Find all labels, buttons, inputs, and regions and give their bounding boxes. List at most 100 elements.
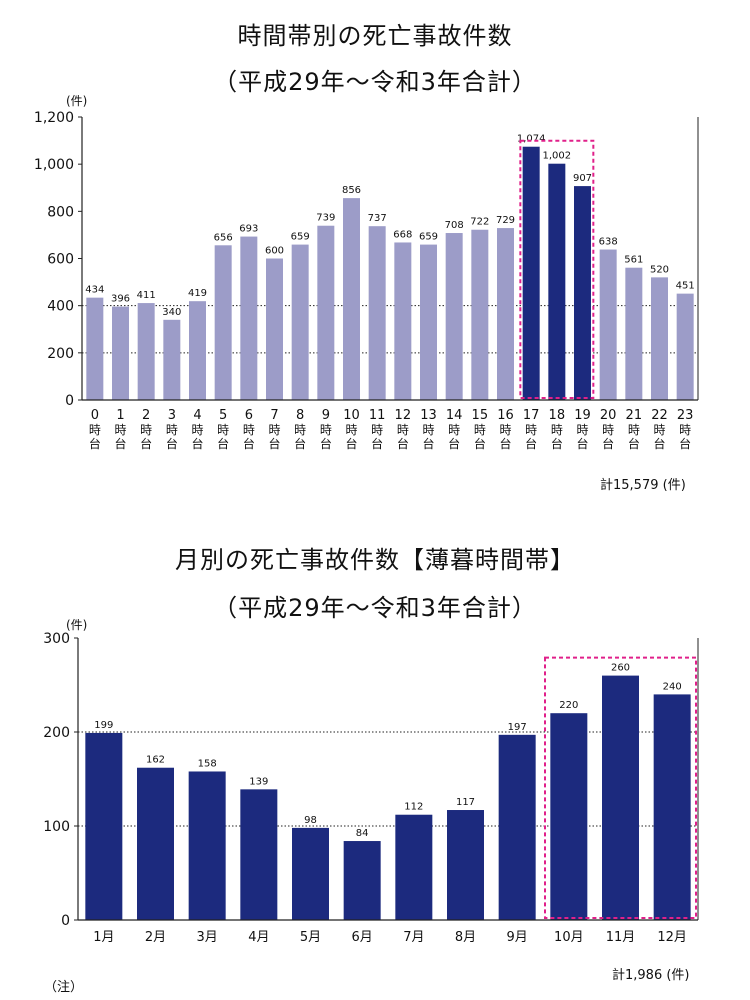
chart1-category-suffix: 時 bbox=[114, 423, 126, 437]
chart1-value-label: 340 bbox=[162, 307, 181, 318]
chart1-category-suffix: 台 bbox=[525, 436, 537, 451]
chart1-value-label: 907 bbox=[573, 173, 592, 184]
chart1-category-label: 13 bbox=[420, 408, 437, 423]
chart1-category-suffix: 台 bbox=[422, 436, 434, 451]
chart1-category-suffix: 時 bbox=[448, 423, 460, 437]
chart1-category-suffix: 台 bbox=[551, 436, 563, 451]
chart1-category-suffix: 台 bbox=[114, 436, 126, 451]
chart2-value-label: 139 bbox=[249, 776, 268, 787]
chart1-highlight-box bbox=[519, 139, 595, 399]
chart1-category-label: 14 bbox=[446, 408, 463, 423]
chart1-category-suffix: 時 bbox=[320, 423, 332, 437]
chart1-category-suffix: 台 bbox=[191, 436, 203, 451]
chart1-category-suffix: 時 bbox=[397, 423, 409, 437]
chart1-category-label: 2 bbox=[142, 408, 150, 423]
chart1-category-suffix: 台 bbox=[474, 436, 486, 451]
chart1-category-suffix: 台 bbox=[397, 436, 409, 451]
chart1-value-label: 739 bbox=[316, 213, 335, 224]
chart1-category-suffix: 台 bbox=[576, 436, 588, 451]
chart1-value-label: 668 bbox=[393, 229, 412, 240]
chart1-category-suffix: 時 bbox=[371, 423, 383, 437]
chart1-y-tick-label: 200 bbox=[47, 346, 74, 362]
chart2-value-label: 158 bbox=[198, 758, 217, 769]
footnote-label: （注） bbox=[44, 980, 84, 995]
chart1-value-label: 561 bbox=[624, 255, 643, 266]
chart2-category-label: 10月 bbox=[554, 930, 584, 945]
chart1-bar bbox=[651, 277, 668, 400]
chart1-category-label: 20 bbox=[600, 408, 617, 423]
chart2-highlight-box bbox=[544, 656, 697, 919]
chart1-category-suffix: 時 bbox=[166, 423, 178, 437]
chart2-value-label: 98 bbox=[304, 815, 317, 826]
chart2-bar bbox=[498, 734, 536, 920]
chart1-bar bbox=[368, 226, 386, 400]
chart2-y-tick-label: 200 bbox=[43, 725, 70, 741]
chart1-category-suffix: 時 bbox=[653, 423, 665, 437]
chart2-value-label: 199 bbox=[94, 720, 113, 731]
chart1-category-label: 11 bbox=[369, 408, 386, 423]
chart1-category-label: 22 bbox=[651, 408, 668, 423]
chart1-category-suffix: 台 bbox=[602, 436, 614, 451]
chart2-bar bbox=[292, 827, 329, 920]
chart1-category-label: 21 bbox=[626, 408, 643, 423]
chart1-category-suffix: 台 bbox=[217, 436, 229, 451]
chart1-category-suffix: 台 bbox=[294, 436, 306, 451]
chart1-bar bbox=[394, 242, 412, 400]
chart1-category-suffix: 時 bbox=[217, 423, 229, 437]
chart2-category-label: 8月 bbox=[455, 930, 476, 945]
chart1-value-label: 434 bbox=[85, 285, 104, 296]
chart1-category-label: 5 bbox=[219, 408, 227, 423]
chart2-category-label: 1月 bbox=[93, 930, 114, 945]
chart1-value-label: 729 bbox=[496, 215, 515, 226]
chart1-category-suffix: 台 bbox=[345, 436, 357, 451]
chart1-bar bbox=[574, 186, 591, 400]
chart1-bar bbox=[214, 245, 232, 400]
chart2-bar bbox=[343, 841, 381, 920]
chart1-bar bbox=[137, 303, 155, 400]
chart2-value-label: 240 bbox=[663, 681, 682, 692]
chart1-category-suffix: 時 bbox=[602, 423, 614, 437]
chart1-category-label: 8 bbox=[296, 408, 304, 423]
chart1-bar bbox=[86, 297, 104, 400]
chart1-value-label: 411 bbox=[137, 290, 156, 301]
chart2-category-label: 6月 bbox=[352, 930, 373, 945]
chart1-category-suffix: 時 bbox=[422, 423, 434, 437]
chart2-y-tick-label: 0 bbox=[61, 913, 70, 929]
chart2-category-label: 4月 bbox=[248, 930, 269, 945]
chart1-category-label: 3 bbox=[168, 408, 176, 423]
chart1-bar bbox=[522, 146, 540, 400]
chart1-bar bbox=[112, 306, 129, 400]
chart1-category-suffix: 時 bbox=[499, 423, 511, 437]
chart1-value-label: 856 bbox=[342, 185, 361, 196]
chart1-value-label: 451 bbox=[676, 281, 695, 292]
chart1-category-label: 18 bbox=[549, 408, 566, 423]
chart1-category-label: 12 bbox=[395, 408, 412, 423]
chart1-category-suffix: 台 bbox=[653, 436, 665, 451]
chart1-category-label: 16 bbox=[497, 408, 514, 423]
chart1-category-label: 19 bbox=[574, 408, 591, 423]
chart1-value-label: 693 bbox=[239, 224, 258, 235]
chart1-category-suffix: 台 bbox=[448, 436, 460, 451]
chart1-category-suffix: 時 bbox=[474, 423, 486, 437]
chart1-category-suffix: 時 bbox=[551, 423, 563, 437]
chart1-bar bbox=[343, 198, 360, 400]
chart1-y-tick-label: 400 bbox=[47, 299, 74, 315]
chart1-category-suffix: 台 bbox=[89, 436, 101, 451]
chart1-bar bbox=[548, 163, 566, 400]
chart1-bar bbox=[676, 293, 694, 400]
chart1-value-label: 1,002 bbox=[543, 151, 572, 162]
chart1-category-label: 4 bbox=[193, 408, 201, 423]
chart1-y-tick-label: 0 bbox=[65, 393, 74, 409]
chart1-value-label: 1,074 bbox=[517, 134, 546, 145]
chart1-value-label: 419 bbox=[188, 288, 207, 299]
chart2-category-label: 3月 bbox=[197, 930, 218, 945]
chart1-category-label: 10 bbox=[343, 408, 360, 423]
chart2-category-label: 7月 bbox=[403, 930, 424, 945]
chart1-bar bbox=[625, 267, 643, 400]
chart1-bar bbox=[317, 225, 335, 400]
chart2-title: 月別の死亡事故件数【薄暮時間帯】 bbox=[175, 546, 575, 574]
chart2-bar bbox=[137, 767, 174, 920]
chart2-plot: 199 1月 162 2月 158 3月 139 4月 98 5月 84 6月 112 7月 117 8月 19… bbox=[43, 631, 699, 945]
chart1-category-label: 0 bbox=[91, 408, 99, 423]
